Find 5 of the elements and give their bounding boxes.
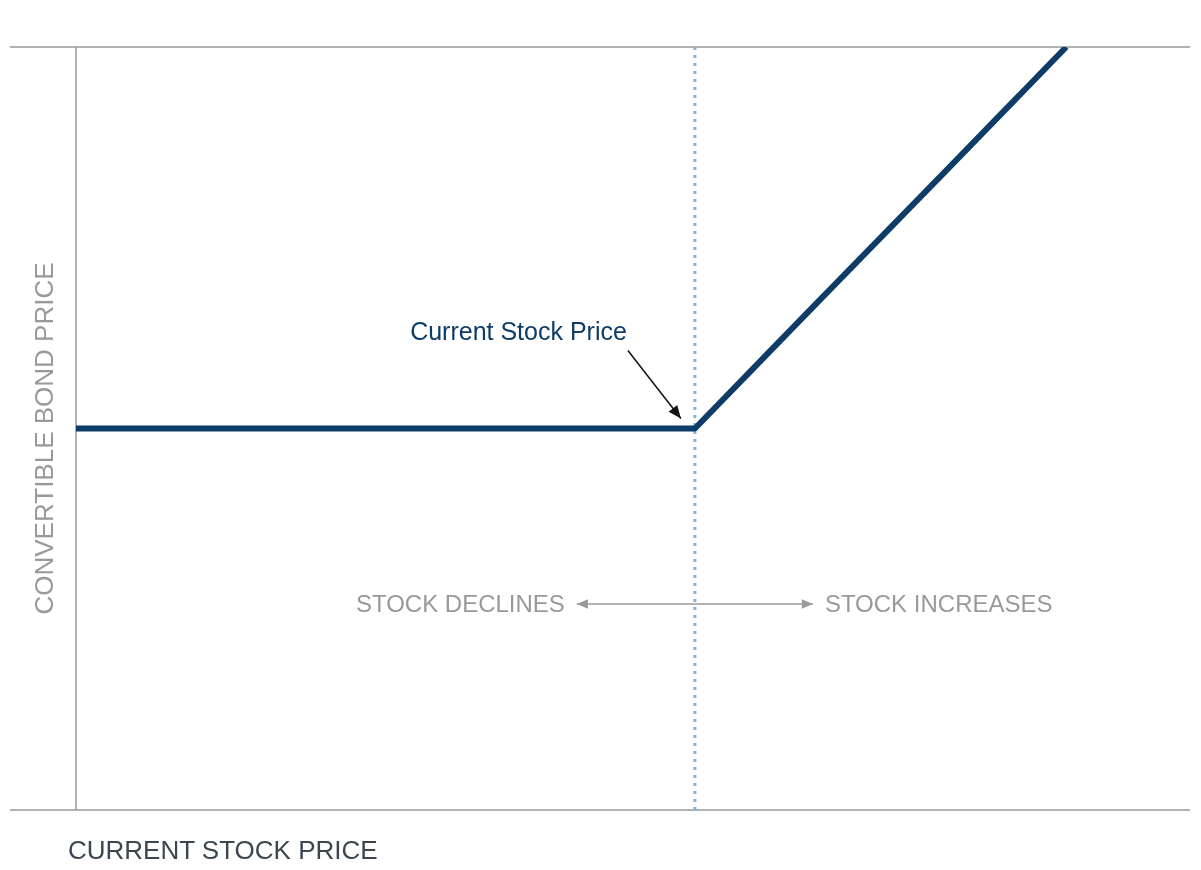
annotation: STOCK DECLINES: [355, 589, 565, 617]
x-axis-title: CURRENT STOCK PRICE: [68, 835, 378, 866]
annotation: STOCK INCREASES: [824, 589, 1053, 617]
annotation: Current Stock Price: [410, 317, 627, 346]
y-axis-title: CONVERTIBLE BOND PRICE: [29, 262, 60, 615]
